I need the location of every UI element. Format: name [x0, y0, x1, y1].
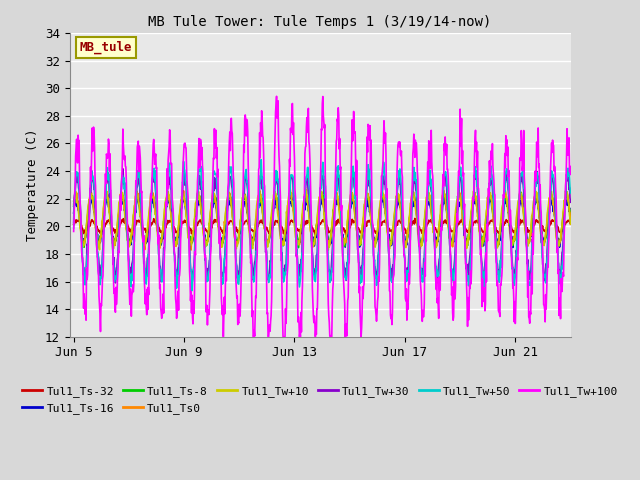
Legend: Tul1_Ts-32, Tul1_Ts-16, Tul1_Ts-8, Tul1_Ts0, Tul1_Tw+10, Tul1_Tw+30, Tul1_Tw+50,: Tul1_Ts-32, Tul1_Ts-16, Tul1_Ts-8, Tul1_… — [17, 382, 623, 418]
Title: MB Tule Tower: Tule Temps 1 (3/19/14-now): MB Tule Tower: Tule Temps 1 (3/19/14-now… — [148, 15, 492, 29]
Text: MB_tule: MB_tule — [79, 40, 132, 54]
Y-axis label: Temperature (C): Temperature (C) — [26, 129, 39, 241]
